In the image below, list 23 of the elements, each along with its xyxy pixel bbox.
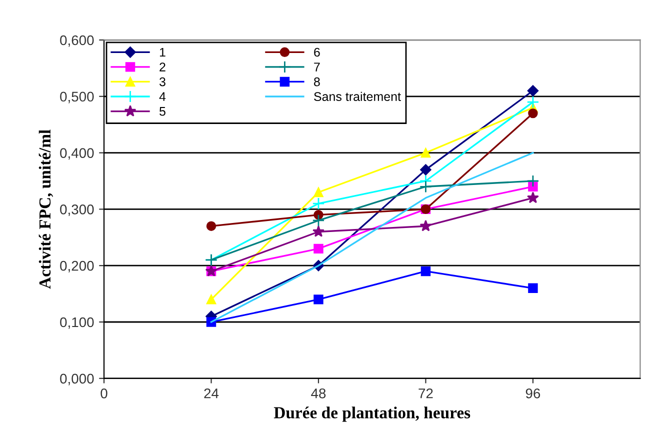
legend-label: 2 (160, 62, 166, 72)
y-tick-label: 0,200 (60, 260, 94, 272)
x-tick-label: 96 (526, 388, 540, 398)
x-tick-label: 0 (100, 388, 108, 398)
x-axis-title: Durée de plantation, heures (274, 406, 470, 422)
x-tick-label: 48 (311, 388, 326, 398)
x-tick-label: 72 (418, 388, 433, 398)
y-tick-label: 0,000 (60, 374, 94, 386)
x-tick-label: 24 (204, 388, 219, 398)
y-tick-label: 0,100 (60, 317, 94, 329)
legend-label: 8 (314, 77, 320, 86)
legend-label: 7 (314, 62, 320, 72)
legend-label: 3 (159, 77, 166, 86)
y-tick-label: 0,500 (60, 92, 94, 104)
y-tick-label: 0,600 (60, 35, 94, 47)
legend-label: 1 (160, 48, 166, 57)
legend-label: 6 (314, 48, 320, 57)
legend-label: 5 (160, 107, 166, 116)
legend-label: 4 (159, 92, 166, 101)
y-tick-label: 0,300 (60, 204, 94, 216)
y-axis-title: Activité FPC, unité/ml (38, 130, 54, 289)
y-tick-label: 0,400 (60, 148, 94, 160)
legend-label: Sans traitement (314, 92, 401, 102)
